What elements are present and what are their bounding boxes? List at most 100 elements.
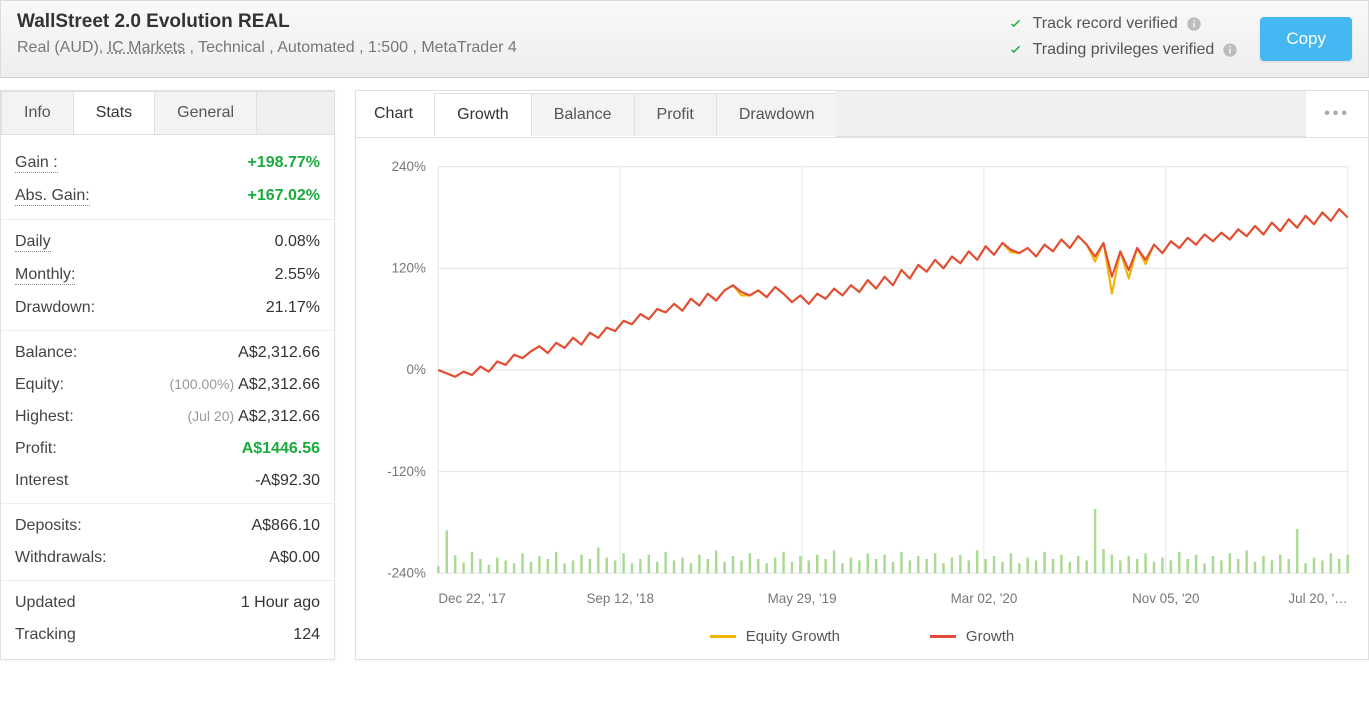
stat-label: Highest: [15, 408, 74, 426]
stat-value: 2.55% [275, 266, 320, 284]
stat-label: Profit: [15, 440, 57, 458]
svg-text:-120%: -120% [387, 464, 426, 479]
header-left: WallStreet 2.0 Evolution REAL Real (AUD)… [17, 11, 517, 57]
svg-text:Dec 22, '17: Dec 22, '17 [438, 591, 505, 606]
stat-label: Equity: [15, 376, 64, 394]
stat-label: Monthly: [15, 266, 75, 285]
stat-value: A$0.00 [269, 549, 320, 567]
chart-panel: Chart Growth Balance Profit Drawdown •••… [355, 90, 1369, 660]
verify-text: Trading privileges verified [1033, 41, 1215, 59]
separator [1, 580, 334, 581]
chart-tabs: Chart Growth Balance Profit Drawdown ••• [356, 91, 1368, 138]
legend-label: Equity Growth [746, 628, 840, 645]
stat-label: Daily [15, 233, 51, 252]
stat-value: 124 [293, 626, 320, 644]
svg-text:Mar 02, '20: Mar 02, '20 [951, 591, 1018, 606]
stat-updated: Updated 1 Hour ago [15, 587, 320, 619]
stat-value: (100.00%)A$2,312.66 [170, 376, 320, 394]
stat-tracking: Tracking 124 [15, 619, 320, 651]
stat-highest: Highest: (Jul 20)A$2,312.66 [15, 401, 320, 433]
stat-value: +167.02% [247, 187, 320, 205]
svg-text:May 29, '19: May 29, '19 [768, 591, 837, 606]
more-menu-icon[interactable]: ••• [1306, 105, 1368, 123]
stat-value: A$2,312.66 [238, 344, 320, 362]
check-icon [1007, 41, 1025, 59]
account-subtitle: Real (AUD), IC Markets , Technical , Aut… [17, 39, 517, 57]
info-icon[interactable] [1186, 16, 1202, 32]
content-row: Info Stats General Gain : +198.77% Abs. G… [0, 78, 1369, 660]
stats-list: Gain : +198.77% Abs. Gain: +167.02% Daily 0… [1, 135, 334, 659]
stat-label: Gain : [15, 154, 58, 173]
verify-column: Track record verified Trading privileges… [1007, 15, 1239, 59]
stat-label: Updated [15, 594, 76, 612]
stat-note: (Jul 20) [187, 408, 234, 424]
stat-value: 1 Hour ago [241, 594, 320, 612]
stat-equity: Equity: (100.00%)A$2,312.66 [15, 369, 320, 401]
svg-text:Sep 12, '18: Sep 12, '18 [586, 591, 653, 606]
chart-tab-drawdown[interactable]: Drawdown [716, 93, 838, 136]
tab-general[interactable]: General [154, 91, 257, 134]
stat-value: A$1446.56 [242, 440, 320, 458]
stat-label: Interest [15, 472, 68, 490]
stat-label: Drawdown: [15, 299, 95, 317]
stat-label: Deposits: [15, 517, 82, 535]
stat-profit: Profit: A$1446.56 [15, 433, 320, 465]
verify-track-record: Track record verified [1007, 15, 1239, 33]
tab-spacer [256, 91, 335, 134]
separator [1, 503, 334, 504]
chart-tab-growth[interactable]: Growth [434, 93, 532, 136]
stat-monthly: Monthly: 2.55% [15, 259, 320, 292]
broker-link[interactable]: IC Markets [108, 39, 185, 56]
subtitle-prefix: Real (AUD), [17, 39, 108, 56]
stat-balance: Balance: A$2,312.66 [15, 337, 320, 369]
separator [1, 219, 334, 220]
chart-tab-spacer [836, 91, 1306, 137]
legend-swatch [930, 635, 956, 638]
info-icon[interactable] [1222, 42, 1238, 58]
header-right: Track record verified Trading privileges… [1007, 11, 1352, 61]
stats-panel: Info Stats General Gain : +198.77% Abs. G… [0, 90, 335, 660]
check-icon [1007, 15, 1025, 33]
legend-growth[interactable]: Growth [930, 628, 1014, 645]
legend-equity-growth[interactable]: Equity Growth [710, 628, 840, 645]
svg-text:240%: 240% [392, 159, 426, 174]
stat-label: Tracking [15, 626, 76, 644]
stat-value: -A$92.30 [255, 472, 320, 490]
stat-interest: Interest -A$92.30 [15, 465, 320, 497]
verify-text: Track record verified [1033, 15, 1178, 33]
separator [1, 330, 334, 331]
tab-info[interactable]: Info [1, 91, 74, 134]
copy-button[interactable]: Copy [1260, 17, 1352, 61]
tab-stats[interactable]: Stats [73, 91, 155, 134]
chart-legend: Equity Growth Growth [356, 616, 1368, 649]
stat-value: A$866.10 [251, 517, 320, 535]
stat-withdrawals: Withdrawals: A$0.00 [15, 542, 320, 574]
svg-text:120%: 120% [392, 260, 426, 275]
chart-tab-balance[interactable]: Balance [531, 93, 635, 136]
plot-wrap: 240% 120% 0% -120% -240% Dec 22, '17 Sep 12, '… [356, 138, 1368, 616]
stat-label: Withdrawals: [15, 549, 107, 567]
svg-text:Jul 20, '…: Jul 20, '… [1288, 591, 1347, 606]
verify-trading-priv: Trading privileges verified [1007, 41, 1239, 59]
side-tabs: Info Stats General [1, 91, 334, 135]
stat-label: Abs. Gain: [15, 187, 90, 206]
subtitle-suffix: , Technical , Automated , 1:500 , MetaTr… [185, 39, 517, 56]
svg-text:0%: 0% [407, 362, 426, 377]
stat-label: Balance: [15, 344, 77, 362]
stat-value: 21.17% [266, 299, 320, 317]
stat-value: (Jul 20)A$2,312.66 [187, 408, 320, 426]
stat-gain: Gain : +198.77% [15, 147, 320, 180]
legend-label: Growth [966, 628, 1014, 645]
svg-text:-240%: -240% [387, 565, 426, 580]
stat-daily: Daily 0.08% [15, 226, 320, 259]
chart-tab-label: Chart [356, 93, 435, 135]
stat-note: (100.00%) [170, 376, 235, 392]
legend-swatch [710, 635, 736, 638]
chart-tab-profit[interactable]: Profit [634, 93, 717, 136]
header-bar: WallStreet 2.0 Evolution REAL Real (AUD)… [0, 0, 1369, 78]
stat-value: 0.08% [275, 233, 320, 251]
growth-chart[interactable]: 240% 120% 0% -120% -240% Dec 22, '17 Sep 12, '… [366, 156, 1358, 616]
account-title: WallStreet 2.0 Evolution REAL [17, 11, 517, 33]
stat-value: +198.77% [247, 154, 320, 172]
svg-text:Nov 05, '20: Nov 05, '20 [1132, 591, 1200, 606]
